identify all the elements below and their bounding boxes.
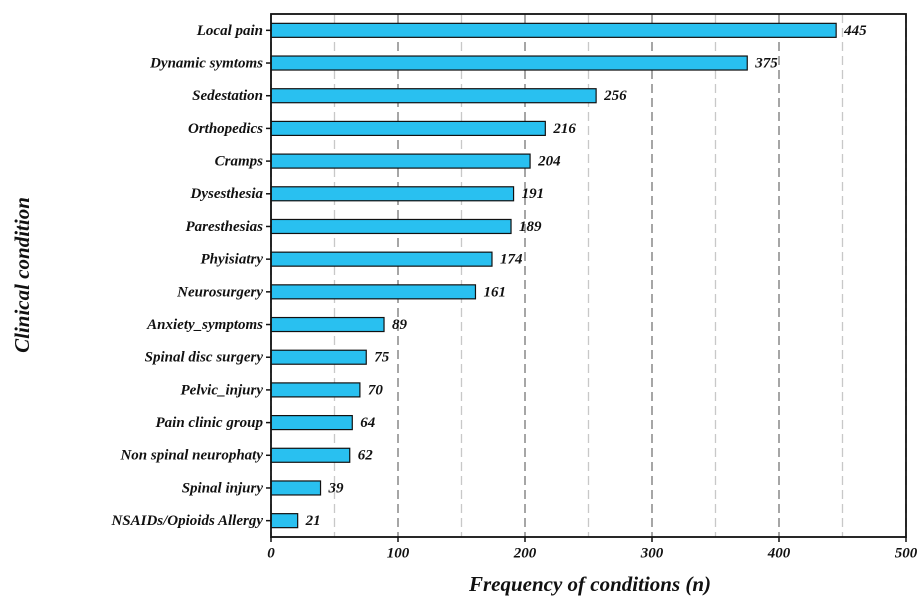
y-tick-label: Anxiety_symptoms — [146, 317, 263, 333]
bar — [270, 186, 515, 202]
y-axis-label: Clinical condition — [10, 197, 34, 353]
value-label: 70 — [368, 382, 384, 398]
y-tick-label: Neurosurgery — [176, 284, 263, 300]
bar — [270, 480, 322, 496]
value-label: 64 — [360, 415, 376, 431]
y-tick-label: Orthopedics — [188, 121, 263, 137]
y-tick-label: Spinal disc surgery — [145, 350, 264, 366]
y-tick-label: Pelvic_injury — [181, 382, 264, 398]
plot-frame — [270, 13, 907, 538]
y-tick-label: Paresthesias — [185, 219, 263, 235]
x-axis-label: Frequency of conditions (n) — [468, 572, 711, 596]
x-tick-label: 500 — [895, 545, 918, 561]
bar — [270, 316, 385, 333]
y-tick-label: Dysesthesia — [190, 186, 264, 202]
x-tick-label: 400 — [767, 545, 791, 561]
value-label: 375 — [754, 55, 778, 71]
value-label: 89 — [392, 317, 408, 333]
bar — [270, 382, 361, 398]
bar — [270, 55, 748, 71]
y-tick-label: Cramps — [215, 154, 264, 170]
bar — [270, 218, 512, 235]
value-label: 189 — [519, 219, 542, 235]
value-label: 62 — [358, 448, 374, 464]
value-label: 256 — [603, 88, 627, 104]
value-label: 204 — [537, 154, 561, 170]
x-tick-label: 100 — [387, 545, 410, 561]
y-tick-label: Dynamic symtoms — [149, 55, 263, 71]
bar — [270, 447, 351, 463]
value-label: 445 — [843, 23, 867, 39]
y-tick-label: Phyisiatry — [201, 252, 264, 268]
x-tick-label: 300 — [640, 545, 664, 561]
bar — [270, 349, 367, 365]
bar — [270, 284, 477, 300]
bar — [270, 120, 546, 137]
bar — [270, 251, 493, 267]
bar — [270, 153, 531, 169]
y-tick-label: Spinal injury — [182, 480, 264, 496]
y-tick-label: Local pain — [196, 23, 263, 39]
bar — [270, 22, 837, 38]
value-label: 216 — [552, 121, 576, 137]
value-label: 174 — [500, 252, 523, 268]
value-label: 75 — [374, 350, 390, 366]
x-tick-label: 200 — [513, 545, 537, 561]
value-label: 161 — [483, 284, 506, 300]
bar — [270, 513, 299, 529]
bar — [270, 88, 597, 104]
y-tick-label: Sedestation — [192, 88, 263, 104]
value-label: 39 — [328, 480, 345, 496]
value-label: 191 — [522, 186, 545, 202]
value-label: 21 — [305, 513, 321, 529]
x-tick-label: 0 — [267, 545, 275, 561]
y-tick-label: NSAIDs/Opioids Allergy — [110, 513, 263, 529]
bar — [270, 414, 353, 431]
y-tick-label: Pain clinic group — [155, 415, 263, 431]
y-tick-label: Non spinal neurophaty — [119, 448, 263, 464]
